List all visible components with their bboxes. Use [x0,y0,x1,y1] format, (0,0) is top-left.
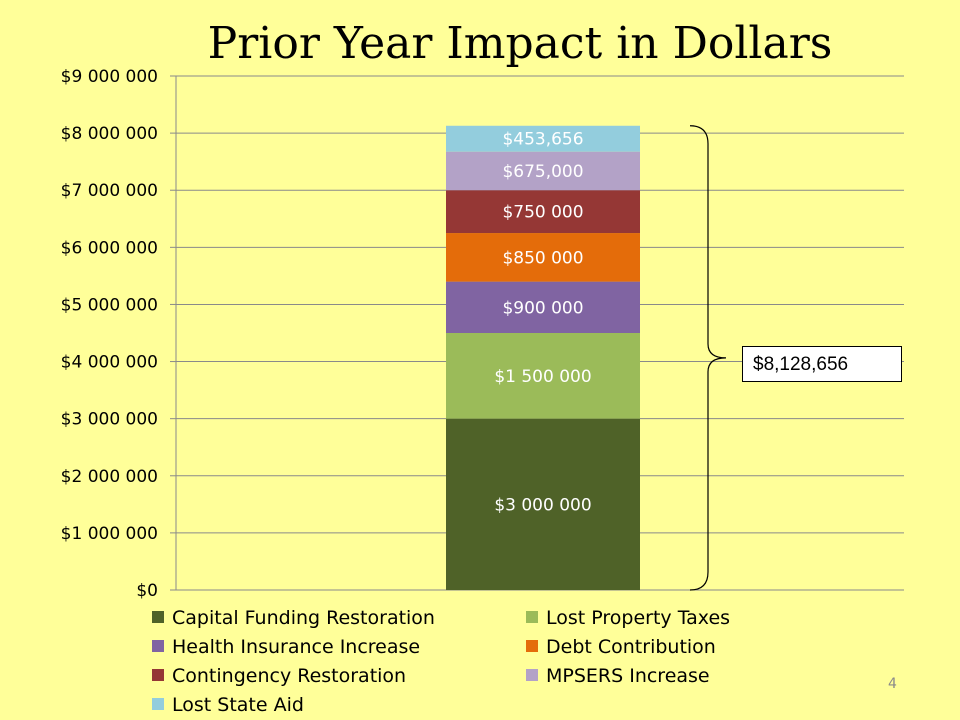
bar-segment [446,190,640,234]
legend-swatch [152,639,164,652]
legend-item: MPSERS Increase [526,662,710,690]
total-callout: $8,128,656 [742,346,902,382]
bar-segment [446,333,640,419]
bar-data-label: $675,000 [502,162,583,182]
bar-data-label: $750 000 [502,203,583,223]
legend-item: Contingency Restoration [152,662,406,690]
legend-label: MPSERS Increase [546,665,710,687]
bar-segment [446,281,640,333]
y-tick-label: $0 [136,581,158,601]
bar-data-label: $850 000 [502,248,583,268]
legend-swatch [152,610,164,623]
legend-swatch [526,639,538,652]
legend-item: Health Insurance Increase [152,633,420,661]
bar-stack [446,125,640,590]
legend-item: Capital Funding Restoration [152,604,435,632]
legend-item: Debt Contribution [526,633,716,661]
legend-swatch [152,697,164,710]
legend-label: Lost State Aid [172,694,304,716]
bar-segment [446,233,640,282]
data-labels: $3 000 000 $1 500 000 $900 000 $850 000 $750… [494,130,591,516]
bar-segment [446,125,640,152]
slide-title: Prior Year Impact in Dollars [207,18,833,69]
y-tick-label: $8 000 000 [61,124,158,144]
legend-swatch [526,610,538,623]
legend-label: Health Insurance Increase [172,636,421,658]
y-tick-label: $5 000 000 [61,295,158,315]
legend-label: Capital Funding Restoration [172,607,435,629]
total-brace [689,125,727,591]
legend-swatch [152,668,164,681]
y-tick-label: $7 000 000 [61,181,158,201]
legend-swatch [526,668,538,681]
y-axis-tick-labels: $0 $1 000 000 $2 000 000 $3 000 000 $4 000 0… [61,67,158,601]
y-tick-label: $6 000 000 [61,238,158,258]
legend-label: Lost Property Taxes [546,607,731,629]
y-tick-label: $4 000 000 [61,353,158,373]
bar-segment [446,151,640,191]
legend-label: Debt Contribution [546,636,716,658]
legend-label: Contingency Restoration [172,665,407,687]
y-tick-label: $9 000 000 [61,67,158,87]
y-tick-label: $3 000 000 [61,410,158,430]
y-tick-label: $2 000 000 [61,467,158,487]
bar-data-label: $900 000 [502,298,583,318]
legend-item: Lost State Aid [152,691,304,719]
legend-item: Lost Property Taxes [526,604,730,632]
bar-data-label: $3 000 000 [494,495,591,515]
bar-data-label: $1 500 000 [494,367,591,387]
bar-segment [446,418,640,590]
page-number: 4 [888,676,897,692]
y-tick-label: $1 000 000 [61,524,158,544]
bar-data-label: $453,656 [502,130,583,150]
